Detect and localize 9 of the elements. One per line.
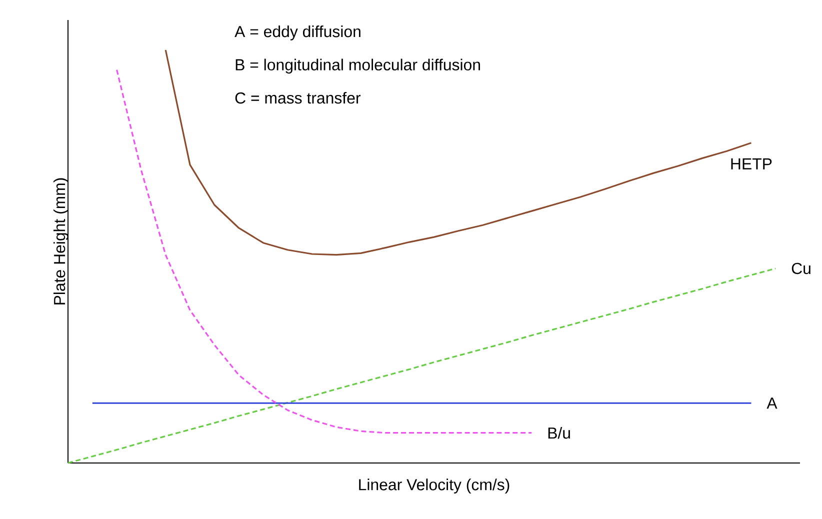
- text: A = eddy diffusion: [234, 26, 360, 40]
- x-axis-title: Linear Velocity (cm/s): [359, 478, 510, 494]
- series-label: Cu: [792, 262, 810, 274]
- series-label: B/u: [548, 427, 570, 439]
- series-label: A: [766, 398, 778, 409]
- annotation: B = longitudinal molecular diffusion: [236, 58, 480, 74]
- annotation: C = mass transfer: [235, 92, 361, 104]
- y-axis-title: Plate Height (mm): [53, 178, 68, 304]
- series-label: HETP: [731, 158, 772, 170]
